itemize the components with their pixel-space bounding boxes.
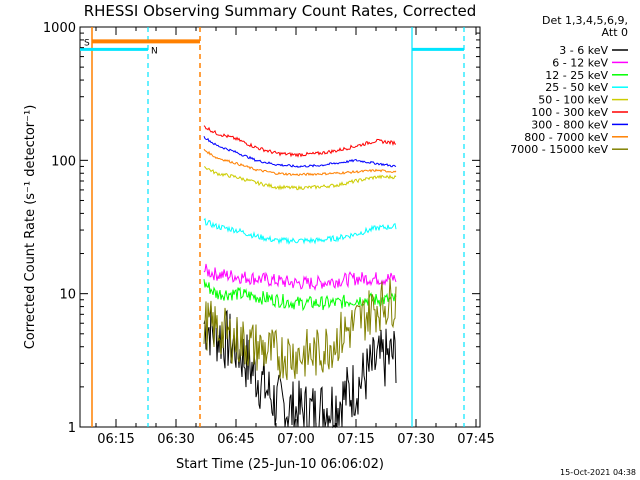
y-tick-label: 1000 [43, 21, 76, 36]
series-line [203, 278, 397, 381]
legend-entry-label: 300 - 800 keV [531, 118, 608, 131]
series-line [203, 166, 397, 191]
x-tick-label: 06:30 [157, 432, 194, 447]
x-tick-label: 06:45 [217, 432, 254, 447]
y-tick-label: 1 [68, 421, 76, 436]
chart-title: RHESSI Observing Summary Count Rates, Co… [84, 2, 477, 20]
series-line [203, 305, 397, 429]
series-line [203, 217, 397, 245]
legend-entry-label: 7000 - 15000 keV [510, 143, 608, 156]
x-axis: 06:15 06:30 06:45 07:00 07:15 07:30 07:45 [95, 27, 495, 447]
plot-frame [79, 26, 481, 428]
legend-entry-label: 800 - 7000 keV [524, 131, 608, 144]
legend-entry-label: 6 - 12 keV [552, 56, 608, 69]
y-tick-label: 10 [59, 288, 76, 303]
legend-entry-label: 3 - 6 keV [559, 44, 608, 57]
legend-entry-label: 100 - 300 keV [531, 106, 608, 119]
series-line [203, 125, 397, 158]
y-tick-label: 100 [51, 154, 76, 169]
footer-timestamp: 15-Oct-2021 04:38 [560, 468, 636, 477]
x-axis-label: Start Time (25-Jun-10 06:06:02) [176, 457, 384, 472]
x-tick-label: 07:00 [277, 432, 314, 447]
flag-label-s: S [84, 38, 90, 48]
flag-label-n: N [151, 46, 158, 56]
x-tick-label: 07:30 [397, 432, 434, 447]
plot-area: SN [79, 26, 481, 429]
legend-entry-label: 25 - 50 keV [545, 81, 608, 94]
y-axis-label: Corrected Count Rate (s⁻¹ detector⁻¹) [23, 105, 38, 350]
legend-entry-label: 12 - 25 keV [545, 69, 608, 82]
legend-entry-label: 50 - 100 keV [538, 94, 608, 107]
series-line [203, 136, 397, 168]
legend-header-line-1: Det 1,3,4,5,6,9, [542, 14, 628, 27]
legend-header-line-2: Att 0 [602, 26, 628, 39]
x-tick-label: 07:45 [457, 432, 494, 447]
series-line [203, 263, 397, 291]
series-line [203, 148, 397, 177]
y-axis: 1 10 100 1000 [43, 21, 480, 436]
x-tick-label: 07:15 [337, 432, 374, 447]
x-tick-label: 06:15 [97, 432, 134, 447]
